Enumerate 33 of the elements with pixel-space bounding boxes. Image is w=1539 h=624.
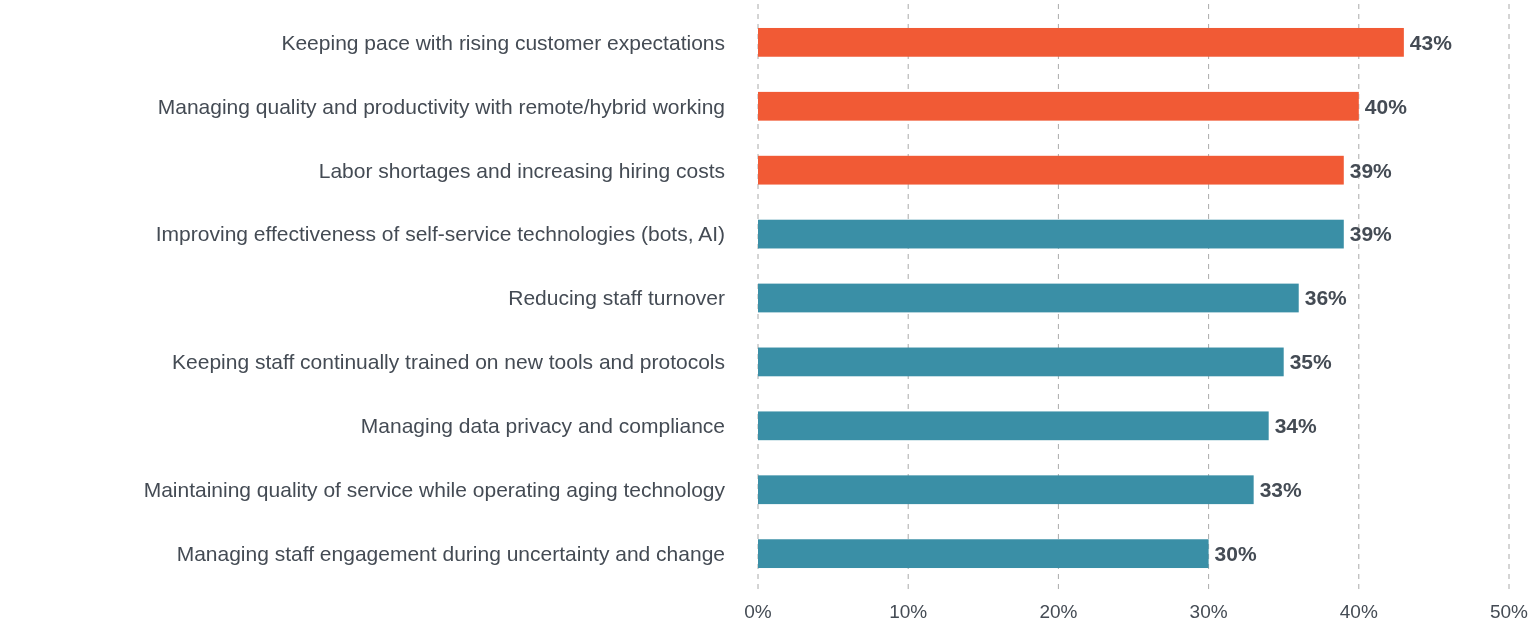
x-tick-label: 20% — [1039, 601, 1078, 622]
x-tick-label: 40% — [1339, 601, 1378, 622]
x-tick-label: 10% — [889, 601, 928, 622]
bar — [758, 411, 1269, 441]
bar — [758, 91, 1359, 121]
y-tick-label: Reducing staff turnover — [508, 286, 725, 310]
data-label: 35% — [1289, 350, 1333, 374]
y-tick-label: Keeping staff continually trained on new tools and protocols — [172, 350, 725, 374]
bar — [758, 219, 1344, 249]
data-label: 30% — [1214, 541, 1257, 565]
y-tick-label: Managing quality and productivity with remote/hybrid working — [157, 94, 725, 118]
data-label: 43% — [1409, 30, 1453, 54]
bar — [758, 347, 1284, 377]
bar — [758, 155, 1344, 185]
x-tick-label: 50% — [1489, 601, 1529, 622]
y-tick-label: Managing staff engagement during uncertainty and change — [176, 541, 725, 565]
data-label: 40% — [1364, 94, 1408, 118]
y-tick-label: Maintaining quality of service while operating aging technology — [143, 478, 726, 502]
bar — [758, 283, 1299, 313]
x-tick-label: 30% — [1189, 601, 1228, 622]
data-label: 33% — [1259, 478, 1303, 502]
y-tick-label: Labor shortages and increasing hiring costs — [318, 158, 725, 182]
y-tick-label: Improving effectiveness of self-service technologies (bots, AI) — [155, 222, 725, 246]
x-tick-label: 0% — [744, 601, 772, 622]
data-label: 34% — [1274, 414, 1318, 438]
bar — [758, 475, 1254, 505]
bar — [758, 539, 1209, 569]
data-label: 36% — [1304, 286, 1348, 310]
y-tick-label: Keeping pace with rising customer expectations — [281, 30, 725, 54]
y-tick-label: Managing data privacy and compliance — [360, 414, 725, 438]
data-label: 39% — [1349, 158, 1393, 182]
bar — [758, 27, 1404, 57]
data-label: 39% — [1349, 222, 1393, 246]
